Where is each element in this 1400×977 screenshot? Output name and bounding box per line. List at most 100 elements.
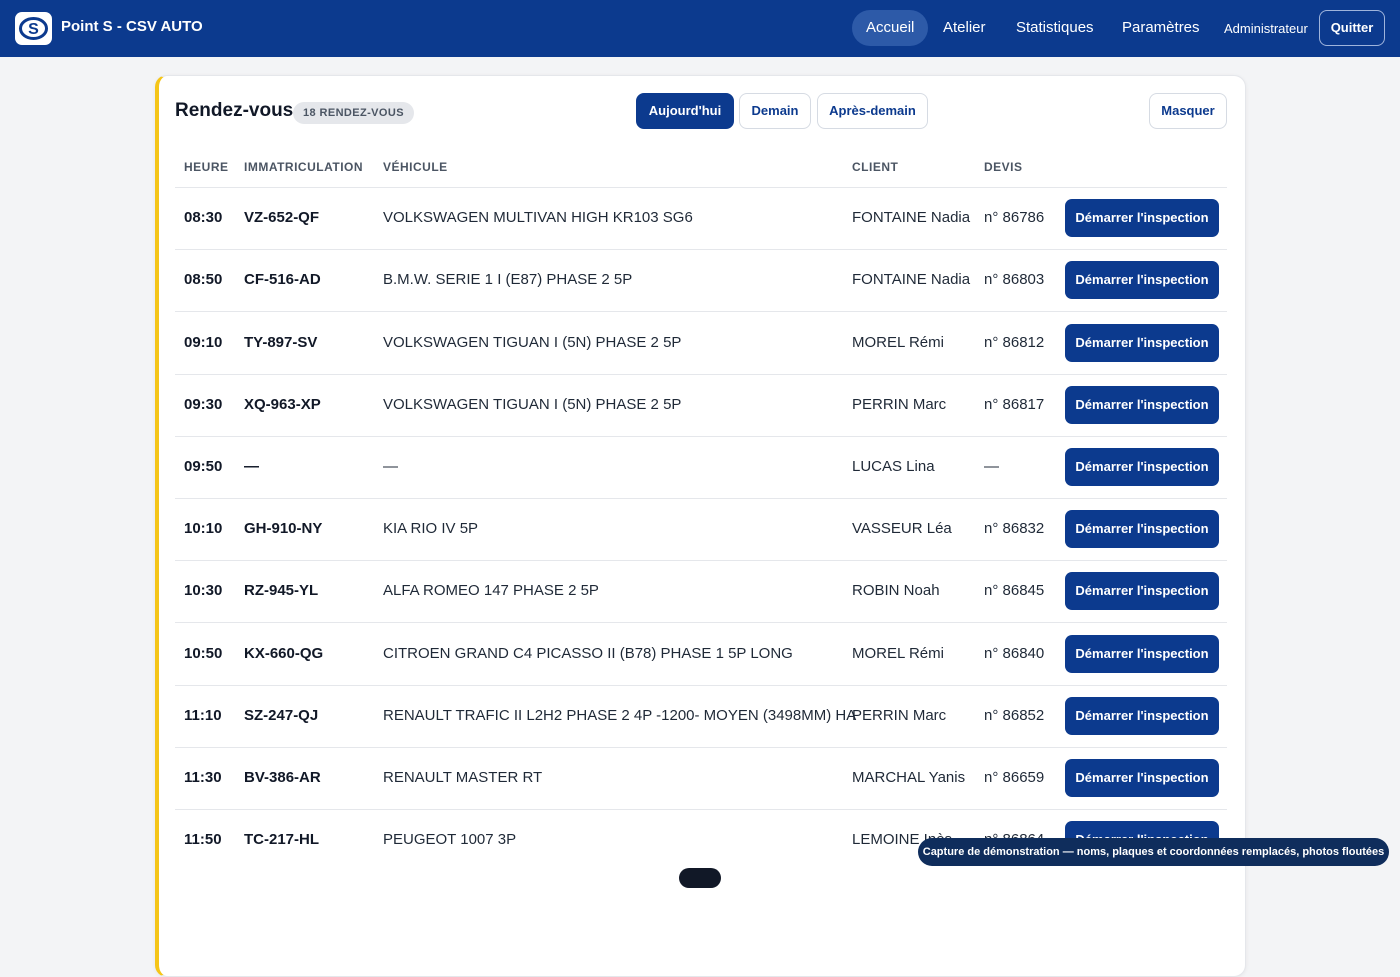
plate: TY-897-SV bbox=[244, 333, 318, 351]
demo-toast: Capture de démonstration — noms, plaques… bbox=[918, 838, 1389, 866]
svg-text:S: S bbox=[28, 21, 39, 38]
scroll-indicator bbox=[679, 868, 721, 888]
start-inspection-button[interactable]: Démarrer l'inspection bbox=[1065, 323, 1219, 362]
navbar: S Point S - CSV AUTO Accueil Atelier Sta… bbox=[0, 0, 1400, 57]
row-separator bbox=[175, 622, 1227, 624]
time: 11:30 bbox=[184, 768, 222, 786]
column-header: HEURE bbox=[184, 160, 229, 174]
client: MARCHAL Yanis bbox=[852, 768, 966, 786]
time: 09:30 bbox=[184, 395, 223, 413]
start-inspection-button[interactable]: Démarrer l'inspection bbox=[1065, 634, 1219, 673]
vehicle: VOLKSWAGEN TIGUAN I (5N) PHASE 2 5P bbox=[383, 395, 682, 413]
column-header: IMMATRICULATION bbox=[244, 160, 364, 174]
quote: n° 86803 bbox=[984, 271, 1045, 289]
tab-after-tomorrow[interactable]: Après-demain bbox=[817, 93, 928, 129]
row-separator bbox=[175, 746, 1227, 748]
quote: n° 86817 bbox=[984, 395, 1045, 413]
quote: n° 86659 bbox=[984, 768, 1045, 786]
logo-icon: S bbox=[19, 17, 48, 40]
time: 10:10 bbox=[184, 520, 223, 538]
vehicle: ALFA ROMEO 147 PHASE 2 5P bbox=[383, 582, 599, 600]
logo[interactable]: S bbox=[15, 12, 52, 45]
plate: RZ-945-YL bbox=[244, 582, 319, 600]
start-inspection-button[interactable]: Démarrer l'inspection bbox=[1065, 572, 1219, 611]
vehicle: — bbox=[383, 457, 398, 475]
vehicle: RENAULT MASTER RT bbox=[383, 768, 543, 786]
row-separator bbox=[175, 809, 1227, 810]
time: 11:10 bbox=[184, 706, 222, 724]
time: 09:10 bbox=[184, 333, 223, 351]
plate: TC-217-HL bbox=[244, 831, 320, 849]
quote: n° 86852 bbox=[984, 706, 1045, 724]
quote: n° 86812 bbox=[984, 333, 1045, 351]
plate: VZ-652-QF bbox=[244, 209, 320, 227]
quote: n° 86786 bbox=[984, 209, 1045, 227]
time: 08:30 bbox=[184, 209, 223, 227]
start-inspection-button[interactable]: Démarrer l'inspection bbox=[1065, 261, 1219, 300]
time: 10:50 bbox=[184, 644, 223, 662]
plate: CF-516-AD bbox=[244, 271, 321, 289]
quote: n° 86845 bbox=[984, 582, 1045, 600]
logout-button[interactable]: Quitter bbox=[1319, 10, 1385, 46]
row-separator bbox=[175, 249, 1227, 251]
client: ROBIN Noah bbox=[852, 582, 940, 600]
hide-button[interactable]: Masquer bbox=[1149, 93, 1227, 129]
start-inspection-button[interactable]: Démarrer l'inspection bbox=[1065, 758, 1219, 797]
vehicle: CITROEN GRAND C4 PICASSO II (B78) PHASE … bbox=[383, 644, 793, 662]
column-header: VÉHICULE bbox=[383, 160, 448, 174]
client: FONTAINE Nadia bbox=[852, 209, 971, 227]
row-separator bbox=[175, 373, 1227, 375]
row-separator bbox=[175, 187, 1227, 188]
time: 10:30 bbox=[184, 582, 223, 600]
row-separator bbox=[175, 684, 1227, 686]
vehicle: RENAULT TRAFIC II L2H2 PHASE 2 4P -1200-… bbox=[383, 706, 857, 724]
panel-title: Rendez-vous bbox=[175, 100, 294, 121]
nav-link[interactable]: Paramètres bbox=[1122, 19, 1200, 36]
start-inspection-button[interactable]: Démarrer l'inspection bbox=[1065, 696, 1219, 735]
client: MOREL Rémi bbox=[852, 644, 944, 662]
vehicle: KIA RIO IV 5P bbox=[383, 520, 479, 538]
column-header: CLIENT bbox=[852, 160, 899, 174]
client: VASSEUR Léa bbox=[852, 520, 952, 538]
start-inspection-button[interactable]: Démarrer l'inspection bbox=[1065, 199, 1219, 238]
start-inspection-button[interactable]: Démarrer l'inspection bbox=[1065, 385, 1219, 424]
brand[interactable]: Point S - CSV AUTO bbox=[61, 18, 203, 35]
row-separator bbox=[175, 311, 1227, 313]
start-inspection-button[interactable]: Démarrer l'inspection bbox=[1065, 447, 1219, 486]
tab-tomorrow[interactable]: Demain bbox=[739, 93, 811, 129]
row-separator bbox=[175, 435, 1227, 437]
vehicle: VOLKSWAGEN TIGUAN I (5N) PHASE 2 5P bbox=[383, 333, 682, 351]
nav-link[interactable]: Statistiques bbox=[1016, 19, 1094, 36]
row-separator bbox=[175, 498, 1227, 499]
vehicle: PEUGEOT 1007 3P bbox=[383, 831, 517, 849]
plate: — bbox=[244, 457, 259, 475]
client: MOREL Rémi bbox=[852, 333, 944, 351]
client: PERRIN Marc bbox=[852, 706, 947, 724]
row-separator bbox=[175, 560, 1227, 562]
vehicle: VOLKSWAGEN MULTIVAN HIGH KR103 SG6 bbox=[383, 209, 693, 227]
vehicle: B.M.W. SERIE 1 I (E87) PHASE 2 5P bbox=[383, 271, 633, 289]
nav-link[interactable]: Atelier bbox=[943, 19, 986, 36]
client: PERRIN Marc bbox=[852, 395, 947, 413]
nav-link[interactable]: Accueil bbox=[852, 10, 929, 46]
count-badge: 18 RENDEZ-VOUS bbox=[293, 102, 414, 124]
user-name: Administrateur bbox=[1224, 21, 1308, 36]
plate: BV-386-AR bbox=[244, 768, 321, 786]
client: LUCAS Lina bbox=[852, 457, 935, 475]
time: 08:50 bbox=[184, 271, 223, 289]
quote: n° 86840 bbox=[984, 644, 1045, 662]
quote: — bbox=[984, 457, 999, 475]
time: 09:50 bbox=[184, 457, 223, 475]
tab-today[interactable]: Aujourd'hui bbox=[636, 93, 734, 129]
plate: GH-910-NY bbox=[244, 520, 323, 538]
time: 11:50 bbox=[184, 831, 222, 849]
plate: SZ-247-QJ bbox=[244, 706, 319, 724]
plate: XQ-963-XP bbox=[244, 395, 321, 413]
plate: KX-660-QG bbox=[244, 644, 324, 662]
quote: n° 86832 bbox=[984, 520, 1045, 538]
client: FONTAINE Nadia bbox=[852, 271, 971, 289]
start-inspection-button[interactable]: Démarrer l'inspection bbox=[1065, 510, 1219, 549]
column-header: DEVIS bbox=[984, 160, 1023, 174]
